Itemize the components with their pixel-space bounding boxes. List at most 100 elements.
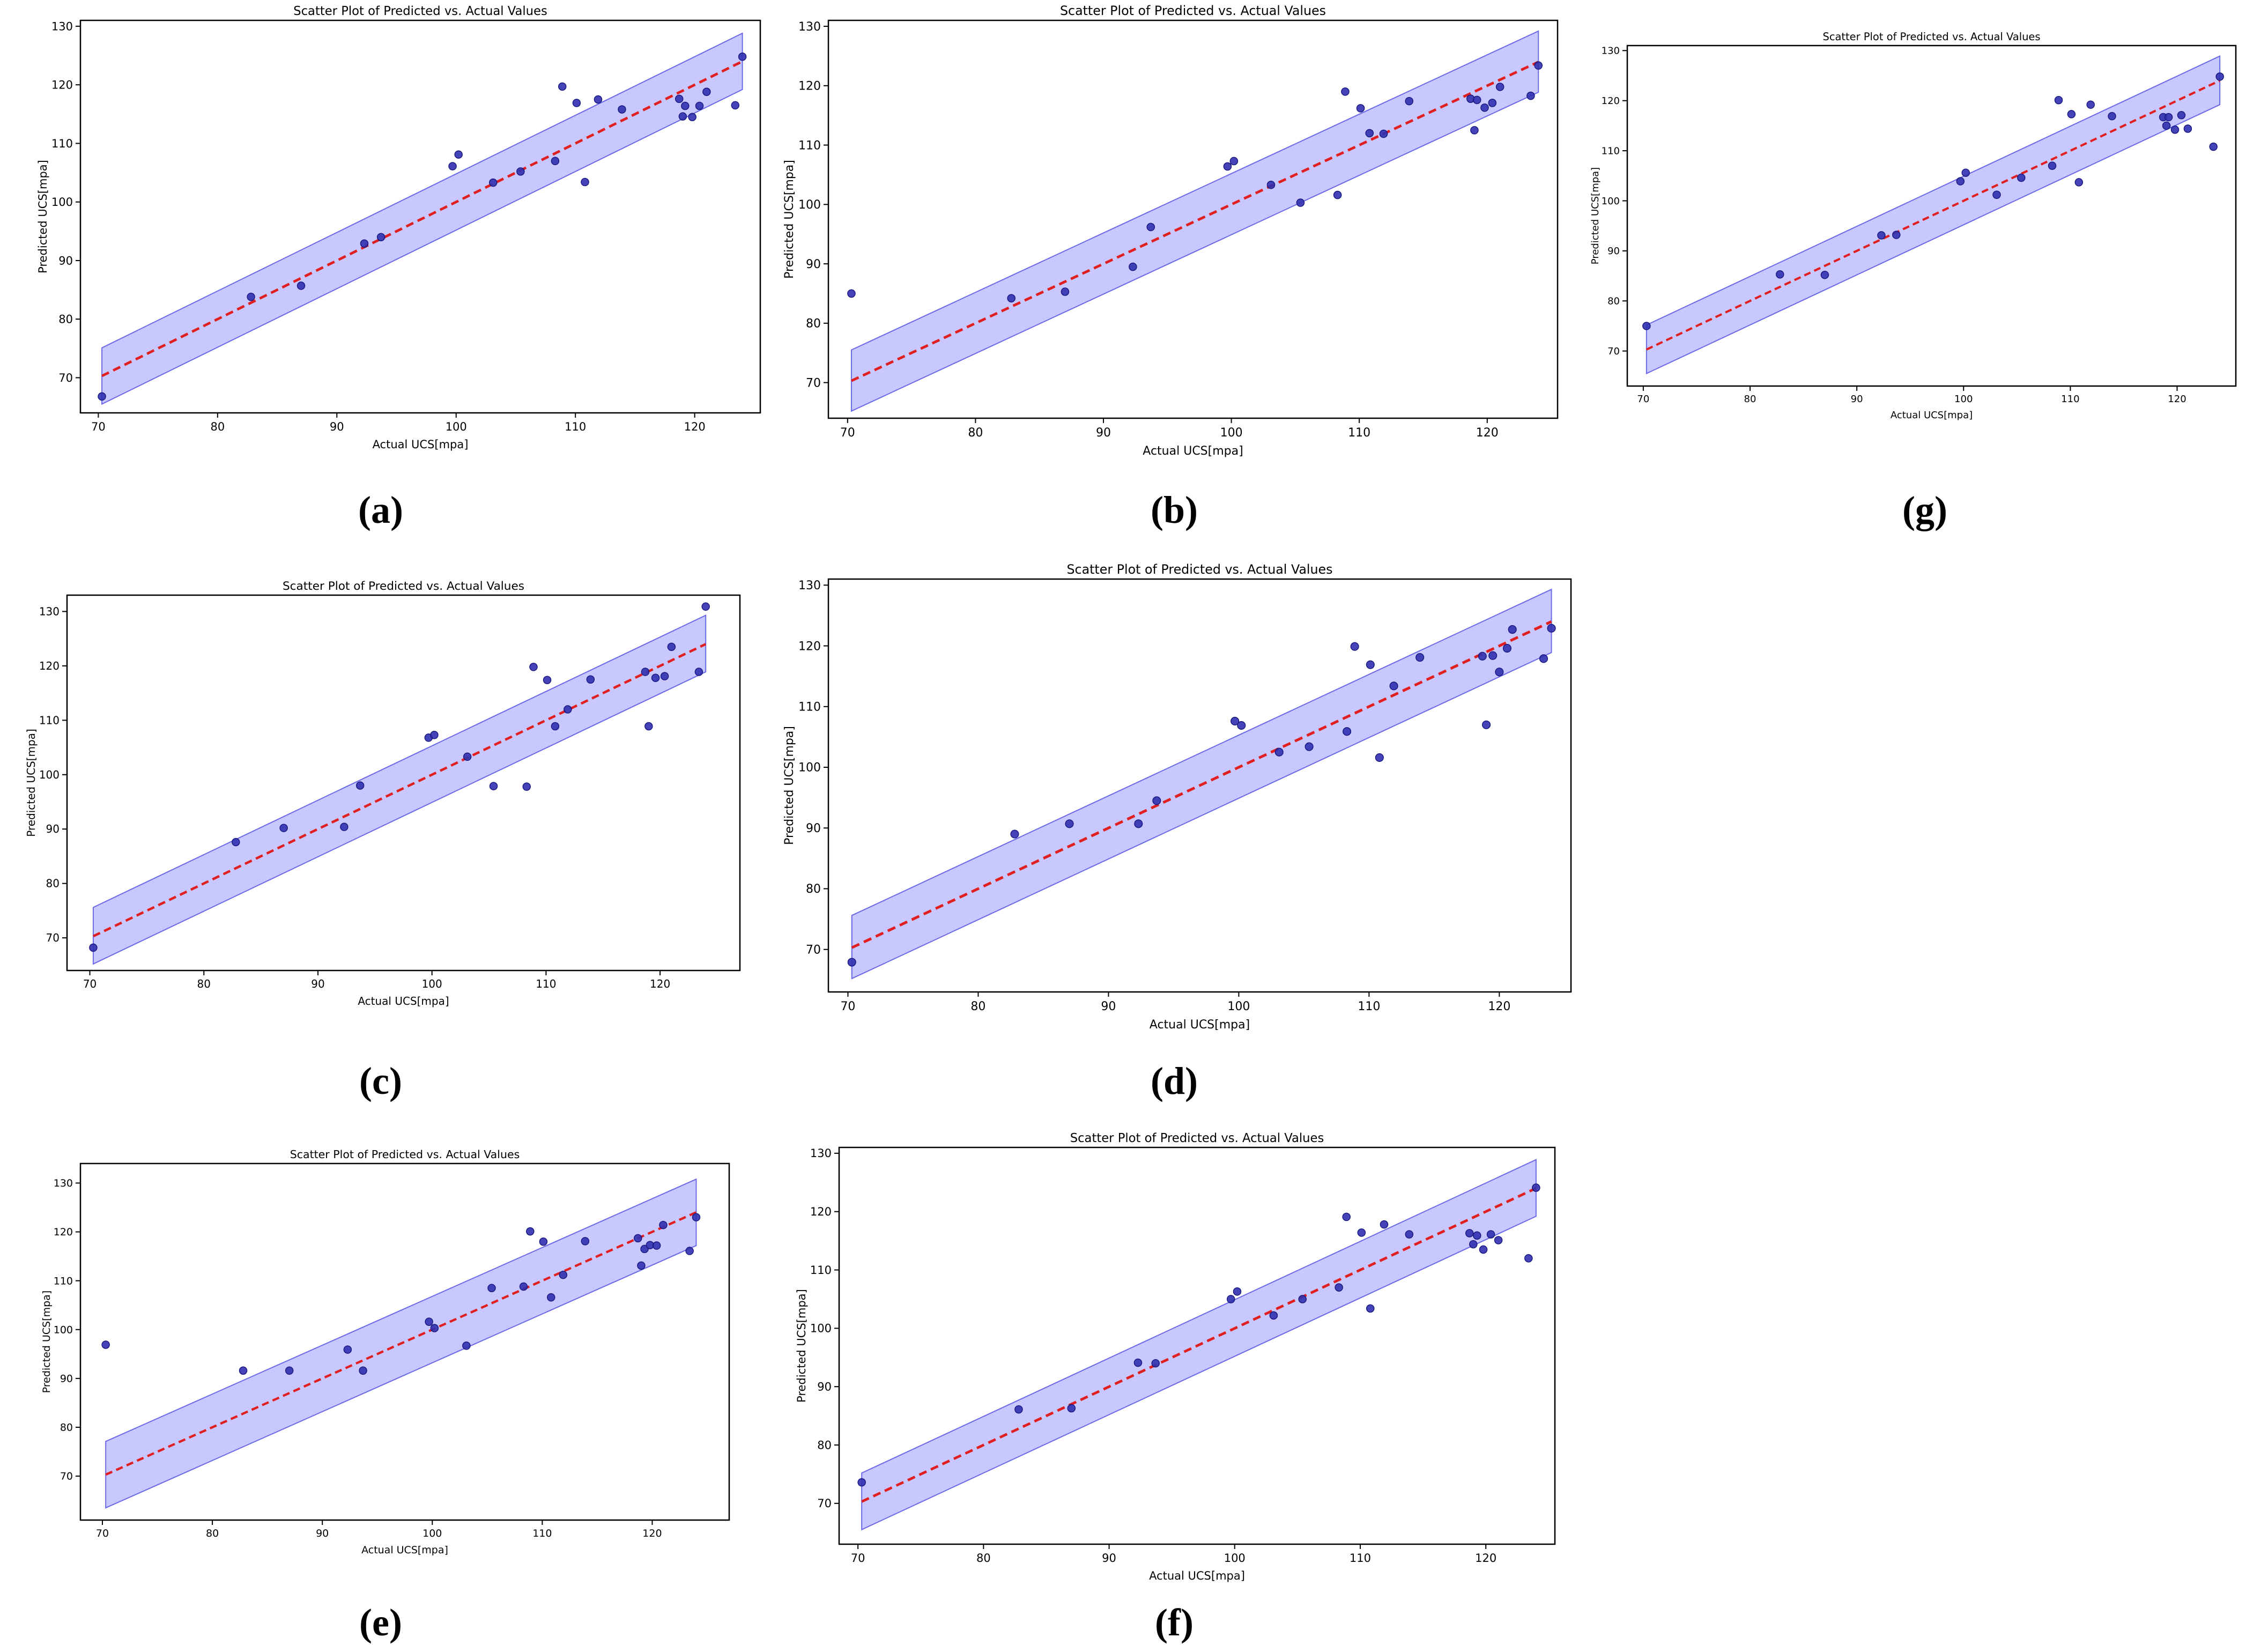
y-tick-label: 80 [60, 1422, 73, 1434]
data-point [1305, 742, 1314, 751]
data-point [695, 101, 704, 110]
data-point [101, 1340, 110, 1349]
axes-frame [66, 594, 741, 972]
data-point [1366, 1304, 1375, 1313]
data-point [360, 239, 369, 248]
data-point [1357, 1228, 1366, 1237]
data-point [659, 1221, 668, 1229]
chart-panel-b: 70 80 90 100 110 120 70 80 90 100 110 120 130 Scatter… [772, 0, 1571, 528]
data-point [297, 281, 306, 290]
data-point [1532, 1183, 1540, 1192]
x-axis-label: Actual UCS[mpa] [1143, 444, 1243, 458]
data-point [1479, 1245, 1488, 1254]
data-point [1478, 651, 1487, 661]
x-tick-label: 100 [1220, 426, 1243, 440]
data-point [2170, 125, 2180, 134]
x-tick-label: 110 [1348, 426, 1370, 440]
data-point [516, 167, 525, 176]
data-point [688, 113, 696, 122]
y-tick-label: 130 [810, 1147, 832, 1160]
data-point [343, 1345, 352, 1354]
confidence-band [850, 30, 1539, 412]
data-point [1061, 287, 1070, 296]
data-point [694, 668, 703, 676]
y-tick-label: 130 [51, 20, 73, 33]
data-point [651, 673, 660, 682]
data-point [1956, 177, 1965, 186]
data-point [539, 1238, 548, 1246]
x-axis-label: Actual UCS[mpa] [1149, 1569, 1245, 1582]
y-axis-label: Predicted UCS[mpa] [25, 729, 38, 837]
data-point [1539, 654, 1548, 663]
x-tick-label: 80 [210, 420, 225, 433]
data-point [1231, 716, 1240, 726]
axes-frame [79, 1162, 730, 1521]
chart-f-svg: 70 80 90 100 110 120 70 80 90 100 110 120 130 Scatter… [795, 1131, 1556, 1582]
y-tick-label: 80 [806, 317, 821, 331]
x-tick-label: 90 [1096, 426, 1111, 440]
y-tick-label: 110 [798, 700, 821, 714]
data-point [454, 150, 463, 159]
data-point [1343, 727, 1352, 736]
data-point [1473, 1231, 1481, 1240]
chart-panel-g: 70 80 90 100 110 120 70 80 90 100 110 120 130 Scatter… [1571, 0, 2268, 528]
data-point [2215, 72, 2224, 81]
data-point [1486, 1230, 1495, 1239]
data-point [1526, 91, 1535, 100]
data-point [731, 101, 740, 110]
y-tick-label: 120 [798, 80, 821, 93]
data-point [526, 1227, 535, 1236]
data-point [681, 101, 690, 110]
data-point [1296, 198, 1305, 207]
data-point [701, 602, 710, 611]
data-point [1335, 1283, 1343, 1292]
y-tick-label: 130 [39, 605, 60, 618]
data-point [1389, 681, 1398, 691]
chart-b-svg: 70 80 90 100 110 120 70 80 90 100 110 120 130 Scatter… [783, 3, 1559, 458]
data-point [1269, 1311, 1278, 1320]
x-tick-label: 90 [1851, 394, 1863, 405]
y-tick-label: 90 [806, 258, 821, 271]
x-tick-label: 70 [840, 1000, 855, 1013]
y-tick-label: 70 [58, 372, 73, 384]
data-point [1133, 1358, 1143, 1367]
data-point [1415, 653, 1425, 662]
y-tick-label: 120 [39, 660, 60, 672]
fit-line [850, 61, 1539, 382]
y-tick-label: 100 [810, 1322, 832, 1335]
data-point [1642, 322, 1651, 330]
data-point [2074, 178, 2084, 187]
data-point [1237, 721, 1246, 730]
chart-panel-a: 70 80 90 100 110 120 70 80 90 100 110 120 130 Scatter… [0, 0, 794, 528]
x-tick-label: 120 [2168, 394, 2186, 405]
data-point [586, 675, 595, 684]
data-point [1495, 83, 1504, 91]
data-point [1152, 796, 1161, 805]
data-point [355, 781, 365, 790]
y-tick-label: 110 [39, 714, 60, 727]
y-tick-label: 70 [806, 376, 821, 390]
data-point [2162, 121, 2171, 130]
data-point [463, 752, 472, 761]
data-point [559, 1270, 568, 1279]
data-point [1470, 126, 1479, 135]
chart-title: Scatter Plot of Predicted vs. Actual Val… [283, 580, 524, 593]
data-point [652, 1241, 661, 1250]
data-point [98, 392, 106, 401]
data-point [1274, 747, 1284, 757]
y-axis-label: Predicted UCS[mpa] [795, 1289, 808, 1403]
data-point [594, 95, 603, 104]
x-tick-label: 100 [1227, 1000, 1250, 1013]
axes-frame [79, 19, 761, 414]
chart-g-svg: 70 80 90 100 110 120 70 80 90 100 110 120 130 Scatter… [1590, 31, 2237, 421]
data-point [660, 672, 669, 680]
x-tick-label: 120 [642, 1528, 662, 1539]
data-point [547, 1293, 555, 1302]
x-tick-label: 90 [1102, 1552, 1116, 1565]
data-point [1992, 190, 2001, 199]
data-point [425, 1317, 433, 1326]
data-point [692, 1213, 701, 1221]
x-axis-label: Actual UCS[mpa] [373, 438, 469, 451]
data-point [1350, 642, 1359, 651]
data-point [1775, 270, 1784, 279]
